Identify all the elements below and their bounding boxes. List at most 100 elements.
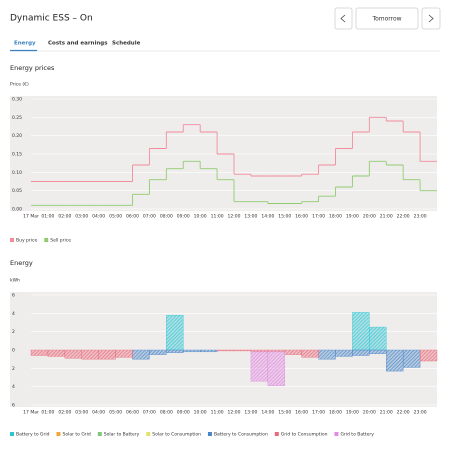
date-button[interactable] (355, 7, 419, 30)
energy-bar (267, 351, 285, 386)
energy-bar (284, 349, 302, 355)
legend-swatch (10, 432, 14, 436)
y-tick-label: 2 (12, 329, 15, 335)
energy-bar (47, 349, 66, 357)
x-tick-label: 11:00 (211, 410, 224, 416)
energy-bar (352, 312, 370, 351)
legend-swatch (97, 432, 102, 436)
energy-bar (30, 349, 49, 356)
x-tick-label: 20:00 (363, 214, 376, 220)
section-title: Energy prices (10, 64, 55, 72)
energy-bar (335, 349, 353, 357)
x-tick-label: 23:00 (414, 214, 427, 220)
legend-label: Battery to Grid (16, 432, 50, 438)
legend-swatch (44, 238, 49, 242)
energy-bar (149, 349, 167, 355)
x-tick-label: 14:00 (261, 214, 274, 220)
y-tick-label: 0 (12, 348, 15, 354)
x-tick-label: 05:00 (109, 410, 122, 416)
x-tick-label: 15:00 (278, 410, 291, 416)
legend-swatch (146, 432, 151, 436)
energy-bar (64, 349, 82, 359)
energy-bar (419, 349, 438, 362)
legend-label: Solar to Consumption (152, 432, 201, 438)
legend-label: Grid to Battery (340, 432, 374, 438)
x-tick-label: 04:00 (92, 214, 105, 220)
legend-swatch (207, 432, 212, 436)
x-tick-label: 07:00 (143, 410, 156, 416)
tab[interactable]: Schedule (112, 41, 141, 47)
y-tick-label: 0.30 (12, 97, 22, 103)
x-tick-label: 09:00 (177, 410, 190, 416)
plot-background (10, 96, 437, 211)
x-tick-label: 15:00 (278, 214, 291, 220)
energy-bar (318, 349, 336, 360)
page-title: Dynamic ESS – On (10, 14, 93, 24)
y-tick-label: 0.05 (12, 188, 22, 194)
energy-bar (199, 349, 218, 353)
x-tick-label: 05:00 (109, 214, 122, 220)
energy-bar (369, 326, 387, 351)
energy-bar (166, 314, 184, 351)
energy-bar (402, 349, 421, 368)
energy-bar (81, 349, 99, 360)
x-tick-label: 22:00 (397, 410, 410, 416)
date-label: Tomorrow (371, 16, 401, 23)
x-tick-label: 19:00 (346, 214, 359, 220)
legend-swatch (10, 238, 14, 242)
y-tick-label: 0.10 (12, 170, 22, 176)
legend-label: Solar to Battery (104, 432, 140, 438)
energy-bar (250, 349, 269, 353)
energy-bar (115, 349, 133, 358)
legend-label: Sell price (50, 238, 71, 244)
x-tick-label: 07:00 (143, 214, 156, 220)
y-axis-label: Price (€) (10, 82, 29, 88)
x-tick-label: 08:00 (160, 214, 173, 220)
x-tick-label: 10:00 (194, 410, 207, 416)
legend-label: Grid to Consumption (281, 432, 328, 438)
y-tick-label: 2 (12, 366, 15, 372)
legend-swatch (274, 432, 279, 436)
x-tick-label: 20:00 (363, 410, 376, 416)
x-tick-label: 17 Mar (23, 214, 39, 220)
next-button[interactable] (421, 7, 441, 30)
x-tick-label: 13:00 (244, 214, 257, 220)
y-tick-label: 0.00 (12, 207, 22, 213)
y-tick-label: 6 (12, 403, 15, 409)
x-tick-label: 02:00 (58, 410, 71, 416)
x-tick-label: 12:00 (228, 214, 241, 220)
energy-bar (301, 349, 319, 358)
energy-bar (233, 349, 252, 352)
legend-label: Solar to Grid (62, 432, 90, 438)
x-tick-label: 21:00 (380, 214, 393, 220)
x-tick-label: 13:00 (244, 410, 257, 416)
x-tick-label: 16:00 (295, 214, 308, 220)
legend-swatch (334, 432, 339, 436)
x-tick-label: 08:00 (160, 410, 173, 416)
prev-button[interactable] (334, 7, 353, 30)
tab[interactable]: Energy (14, 41, 36, 47)
x-tick-label: 03:00 (75, 410, 88, 416)
x-tick-label: 01:00 (41, 214, 54, 220)
next-icon (428, 14, 434, 23)
x-tick-label: 21:00 (380, 410, 393, 416)
y-tick-label: 0.25 (12, 115, 22, 121)
x-tick-label: 01:00 (41, 410, 54, 416)
energy-bar (267, 349, 285, 353)
x-tick-label: 06:00 (126, 214, 139, 220)
y-tick-label: 0.20 (12, 133, 22, 139)
x-tick-label: 14:00 (261, 410, 274, 416)
y-tick-label: 4 (12, 311, 15, 317)
energy-bar (183, 349, 201, 353)
energy-bar (132, 349, 150, 360)
x-tick-label: 17 Mar (23, 410, 39, 416)
energy-bar (369, 349, 387, 354)
y-tick-label: 4 (12, 384, 15, 390)
tab[interactable]: Costs and earnings (48, 41, 108, 47)
x-tick-label: 04:00 (92, 410, 105, 416)
x-tick-label: 06:00 (126, 410, 139, 416)
legend-label: Battery to Consumption (214, 432, 268, 438)
x-tick-label: 09:00 (177, 214, 190, 220)
prev-icon (340, 14, 346, 23)
